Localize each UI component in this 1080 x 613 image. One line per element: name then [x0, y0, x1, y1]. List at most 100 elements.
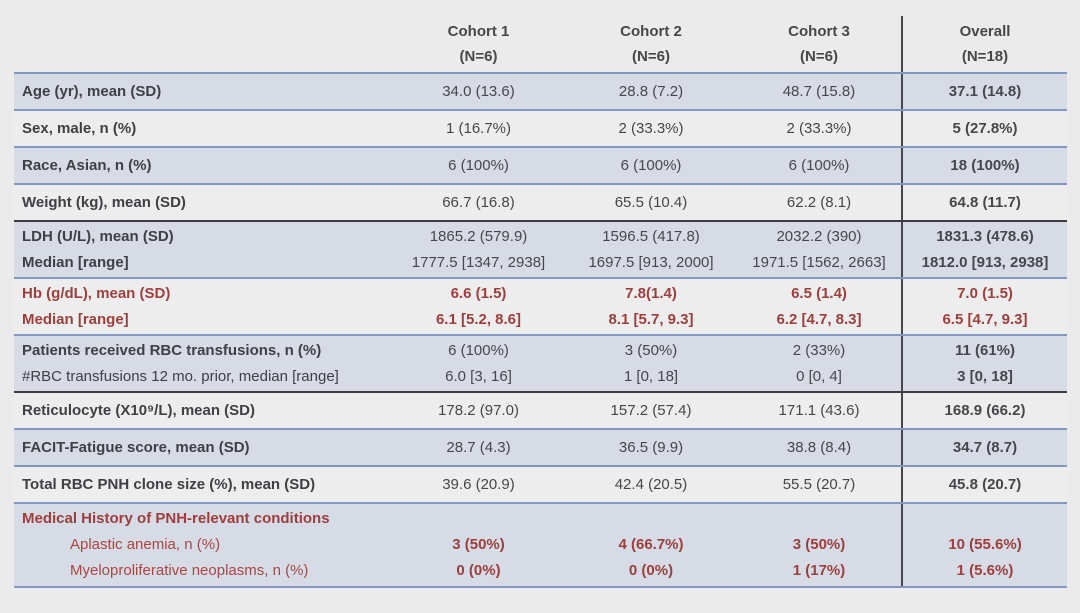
- row-label-cell: Weight (kg), mean (SD): [14, 185, 392, 220]
- cohort3-value-cell: 2032.2 (390) 1971.5 [1562, 2663]: [737, 222, 901, 277]
- column-header-cohort1: Cohort 1 (N=6): [392, 16, 565, 72]
- column-header-cohort2: Cohort 2 (N=6): [565, 16, 737, 72]
- table-row-sex: Sex, male, n (%) 1 (16.7%) 2 (33.3%) 2 (…: [14, 109, 1067, 146]
- value: 3 (50%): [792, 536, 846, 553]
- value: 28.7 (4.3): [446, 438, 511, 456]
- column-n: (N=6): [800, 48, 838, 65]
- table-row-weight: Weight (kg), mean (SD) 66.7 (16.8) 65.5 …: [14, 183, 1067, 220]
- value: 2 (33%): [792, 341, 846, 359]
- cohort2-value-cell: 7.8(1.4) 8.1 [5.7, 9.3]: [565, 279, 737, 334]
- value: 10 (55.6%): [948, 536, 1022, 553]
- cohort1-value-cell: 6.6 (1.5) 6.1 [5.2, 8.6]: [392, 279, 565, 334]
- cohort1-value-cell: 66.7 (16.8): [392, 185, 565, 220]
- section-heading: Medical History of PNH-relevant conditio…: [22, 510, 330, 527]
- column-title: Cohort 1: [447, 23, 510, 40]
- table-row-rbc-transfusions: Patients received RBC transfusions, n (%…: [14, 334, 1067, 391]
- column-title: Cohort 3: [788, 23, 850, 40]
- value: 42.4 (20.5): [614, 475, 688, 493]
- cohort3-value-cell: 3 (50%) 1 (17%): [737, 504, 901, 586]
- cohort3-value-cell: 55.5 (20.7): [737, 467, 901, 502]
- value: 1 (16.7%): [445, 119, 512, 137]
- table-row-reticulocyte: Reticulocyte (X10⁹/L), mean (SD) 178.2 (…: [14, 391, 1067, 428]
- table-row-hb: Hb (g/dL), mean (SD) Median [range] 6.6 …: [14, 277, 1067, 334]
- column-n: (N=6): [632, 48, 670, 65]
- value: 6 (100%): [788, 156, 850, 174]
- row-label-cell: LDH (U/L), mean (SD) Median [range]: [14, 222, 392, 277]
- value: 39.6 (20.9): [442, 475, 515, 493]
- cohort1-value-cell: 34.0 (13.6): [392, 74, 565, 109]
- value: 4 (66.7%): [618, 536, 684, 553]
- cohort1-value-cell: 178.2 (97.0): [392, 393, 565, 428]
- value: 6.0 [3, 16]: [445, 367, 512, 385]
- cohort2-value-cell: 1596.5 (417.8) 1697.5 [913, 2000]: [565, 222, 737, 277]
- value: 3 (50%): [452, 536, 505, 553]
- value: 48.7 (15.8): [782, 82, 856, 100]
- cohort2-value-cell: 28.8 (7.2): [565, 74, 737, 109]
- overall-value-cell: 18 (100%): [901, 148, 1067, 183]
- cohort2-value-cell: 2 (33.3%): [565, 111, 737, 146]
- overall-value-cell: 11 (61%) 3 [0, 18]: [901, 336, 1067, 391]
- value: 8.1 [5.7, 9.3]: [608, 310, 694, 328]
- value: 0 [0, 4]: [796, 367, 842, 385]
- row-label-cell: Hb (g/dL), mean (SD) Median [range]: [14, 279, 392, 334]
- cohort2-value-cell: 65.5 (10.4): [565, 185, 737, 220]
- row-label: Sex, male, n (%): [22, 119, 137, 137]
- row-label-cell: Reticulocyte (X10⁹/L), mean (SD): [14, 393, 392, 428]
- value: 65.5 (10.4): [614, 193, 688, 211]
- value: 171.1 (43.6): [778, 401, 860, 419]
- cohort1-value-cell: 39.6 (20.9): [392, 467, 565, 502]
- value: 36.5 (9.9): [618, 438, 684, 456]
- value: 6.5 (1.4): [791, 284, 847, 302]
- row-label: Patients received RBC transfusions, n (%…: [22, 341, 322, 359]
- table-row-age: Age (yr), mean (SD) 34.0 (13.6) 28.8 (7.…: [14, 72, 1067, 109]
- value: 2032.2 (390): [776, 227, 862, 245]
- value: 6.1 [5.2, 8.6]: [435, 310, 522, 328]
- table-row-facit-fatigue: FACIT-Fatigue score, mean (SD) 28.7 (4.3…: [14, 428, 1067, 465]
- value: 11 (61%): [954, 341, 1016, 359]
- overall-value-cell: 5 (27.8%): [901, 111, 1067, 146]
- overall-value-cell: 34.7 (8.7): [901, 430, 1067, 465]
- cohort1-value-cell: 6 (100%) 6.0 [3, 16]: [392, 336, 565, 391]
- row-label: Age (yr), mean (SD): [22, 82, 162, 100]
- row-label-cell: Total RBC PNH clone size (%), mean (SD): [14, 467, 392, 502]
- value: 66.7 (16.8): [442, 193, 515, 211]
- value: 6.5 [4.7, 9.3]: [942, 310, 1028, 328]
- value: 6 (100%): [620, 156, 682, 174]
- row-sublabel: #RBC transfusions 12 mo. prior, median […: [22, 367, 339, 385]
- value: 0 (0%): [456, 562, 501, 579]
- cohort1-value-cell: 1865.2 (579.9) 1777.5 [1347, 2938]: [392, 222, 565, 277]
- overall-value-cell: 10 (55.6%) 1 (5.6%): [901, 504, 1067, 586]
- cohort1-value-cell: 6 (100%): [392, 148, 565, 183]
- cohort2-value-cell: 42.4 (20.5): [565, 467, 737, 502]
- value: 3 [0, 18]: [957, 367, 1013, 385]
- row-sublabel-aplastic-anemia: Aplastic anemia, n (%): [70, 536, 221, 553]
- row-label: LDH (U/L), mean (SD): [22, 227, 174, 245]
- cohort3-value-cell: 48.7 (15.8): [737, 74, 901, 109]
- row-label: Weight (kg), mean (SD): [22, 193, 186, 211]
- value: 1812.0 [913, 2938]: [921, 253, 1049, 271]
- value: 62.2 (8.1): [786, 193, 852, 211]
- cohort2-value-cell: 3 (50%) 1 [0, 18]: [565, 336, 737, 391]
- overall-value-cell: 45.8 (20.7): [901, 467, 1067, 502]
- value: 34.7 (8.7): [952, 438, 1018, 456]
- row-label-cell: Sex, male, n (%): [14, 111, 392, 146]
- row-label-cell: Medical History of PNH-relevant conditio…: [14, 504, 392, 586]
- cohort3-value-cell: 6 (100%): [737, 148, 901, 183]
- row-sublabel: Median [range]: [22, 310, 129, 328]
- value: 2 (33.3%): [786, 119, 852, 137]
- column-title: Cohort 2: [620, 23, 682, 40]
- row-label: Reticulocyte (X10⁹/L), mean (SD): [22, 401, 256, 419]
- value: 6.2 [4.7, 8.3]: [776, 310, 862, 328]
- overall-value-cell: 64.8 (11.7): [901, 185, 1067, 220]
- column-header-overall: Overall (N=18): [901, 16, 1067, 72]
- value: 34.0 (13.6): [442, 82, 515, 100]
- column-n: (N=18): [961, 48, 1009, 65]
- column-header-cohort3: Cohort 3 (N=6): [737, 16, 901, 72]
- value: 45.8 (20.7): [948, 475, 1022, 493]
- row-label: Hb (g/dL), mean (SD): [22, 284, 171, 302]
- value: 1596.5 (417.8): [602, 227, 700, 245]
- table-row-ldh: LDH (U/L), mean (SD) Median [range] 1865…: [14, 220, 1067, 277]
- cohort3-value-cell: 62.2 (8.1): [737, 185, 901, 220]
- overall-value-cell: 1831.3 (478.6) 1812.0 [913, 2938]: [901, 222, 1067, 277]
- value: 1 (5.6%): [956, 562, 1014, 579]
